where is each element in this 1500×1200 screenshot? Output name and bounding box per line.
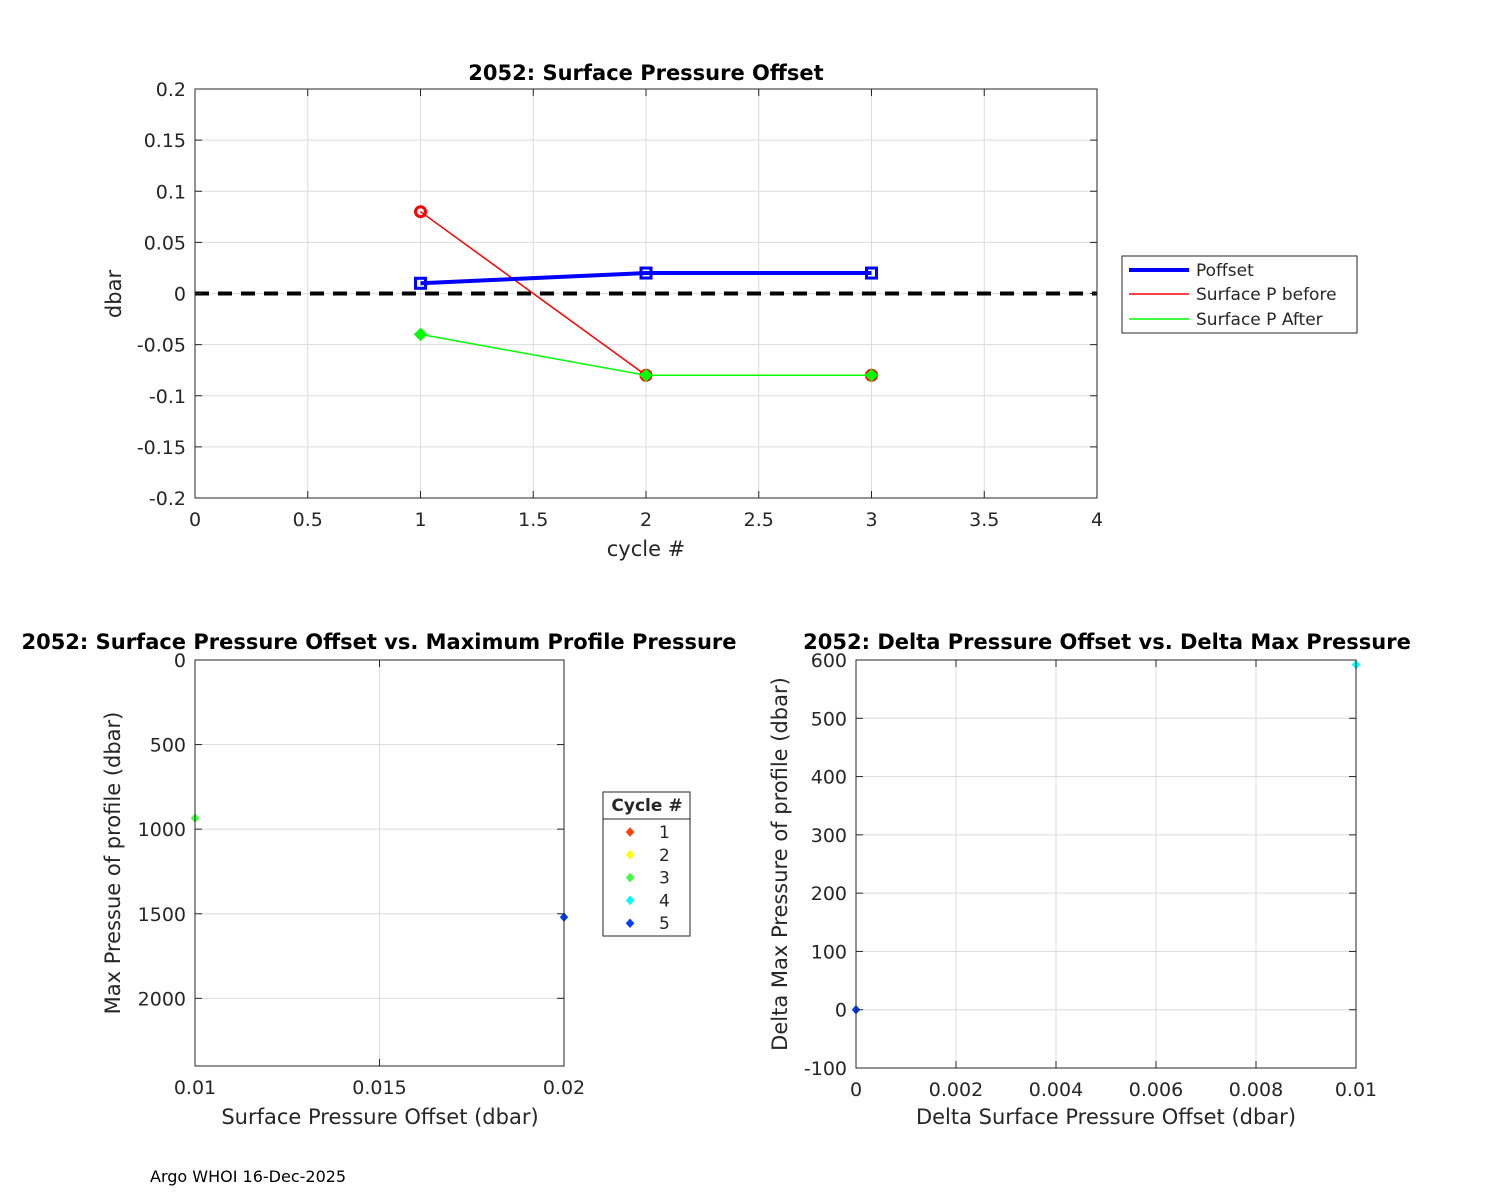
data-point-poffset — [414, 276, 427, 290]
y-tick-label: -0.1 — [149, 386, 186, 408]
chart1-y-axis-label: dbar — [102, 270, 126, 319]
chart3-title: 2052: Delta Pressure Offset vs. Delta Ma… — [803, 630, 1411, 654]
x-tick-label: 0.002 — [929, 1079, 983, 1101]
chart2-ticks: 0.01 0.015 0.02 0 500 1000 1500 2000 — [138, 650, 586, 1099]
y-tick-label: 500 — [150, 735, 186, 757]
chart1-legend: Poffset Surface P before Surface P After — [1121, 255, 1358, 334]
y-tick-label: -0.05 — [137, 335, 186, 357]
cycle-legend-label: 4 — [659, 891, 670, 911]
x-tick-label: 0.015 — [352, 1077, 406, 1099]
y-tick-label: 0.2 — [156, 79, 186, 101]
chart-offset-vs-max-pressure: 2052: Surface Pressure Offset vs. Maximu… — [21, 630, 736, 1129]
chart2-grid — [194, 659, 565, 1066]
chart3-x-axis-label: Delta Surface Pressure Offset (dbar) — [916, 1105, 1296, 1129]
x-tick-label: 1.5 — [518, 509, 548, 531]
chart3-points — [851, 659, 1361, 1015]
y-tick-label: 0.1 — [156, 181, 186, 203]
chart-surface-pressure-offset: 2052: Surface Pressure Offset 0 0.5 1 1.5 2 2… — [102, 61, 1358, 561]
cycle-legend-label: 1 — [659, 823, 670, 843]
cycle-legend-title: Cycle # — [611, 796, 682, 816]
data-point-poffset — [865, 266, 878, 280]
data-point-surface-p-after — [413, 327, 428, 342]
x-tick-label: 0.5 — [293, 509, 323, 531]
chart2-title: 2052: Surface Pressure Offset vs. Maximu… — [21, 630, 736, 654]
x-tick-label: 0.01 — [1335, 1079, 1377, 1101]
chart3-grid — [855, 659, 1357, 1069]
y-tick-label: 0.15 — [144, 130, 186, 152]
series-line-poffset — [420, 271, 872, 286]
chart3-ticks: 0 0.002 0.004 0.006 0.008 0.01 600 500 400 300 200… — [804, 650, 1377, 1101]
cycle-legend-box — [602, 791, 691, 937]
chart-delta-offset-vs-delta-max: 2052: Delta Pressure Offset vs. Delta Ma… — [768, 630, 1411, 1129]
x-tick-label: 0.02 — [543, 1077, 585, 1099]
x-tick-label: 3 — [865, 509, 877, 531]
chart3-y-axis-label: Delta Max Pressure of profile (dbar) — [768, 677, 792, 1051]
data-point-surface-p-before — [414, 205, 427, 219]
cycle-legend-marker — [625, 849, 635, 860]
y-tick-label: 200 — [811, 883, 847, 905]
y-tick-label: 0 — [174, 284, 186, 306]
y-tick-label: 1500 — [138, 904, 186, 926]
chart2-y-axis-label: Max Pressue of profile (dbar) — [101, 712, 125, 1015]
cycle-legend-marker — [625, 918, 635, 929]
y-tick-label: 600 — [811, 650, 847, 672]
data-point-surface-p-after — [864, 368, 879, 383]
data-point-poffset — [639, 266, 653, 280]
footer-credit: Argo WHOI 16-Dec-2025 — [150, 1167, 346, 1186]
y-tick-label: -0.15 — [137, 437, 186, 459]
data-point-surface-p-after — [639, 368, 653, 383]
legend-label-surface-p-before: Surface P before — [1196, 285, 1337, 305]
chart1-title: 2052: Surface Pressure Offset — [468, 61, 823, 85]
y-tick-label: 400 — [811, 767, 847, 789]
chart3-axes-frame — [855, 659, 1357, 1069]
x-tick-label: 0.006 — [1129, 1079, 1183, 1101]
y-tick-label: -100 — [804, 1058, 847, 1080]
y-tick-label: -0.2 — [149, 488, 186, 510]
y-tick-label: 100 — [811, 941, 847, 963]
x-tick-label: 0.008 — [1229, 1079, 1283, 1101]
y-tick-label: 300 — [811, 825, 847, 847]
legend-label-surface-p-after: Surface P After — [1196, 310, 1323, 330]
cycle-legend-label: 5 — [659, 914, 670, 934]
cycle-legend-items: 1 2 34 5 — [625, 823, 670, 934]
x-tick-label: 3.5 — [969, 509, 999, 531]
cycle-legend-marker — [625, 827, 635, 837]
chart2-x-axis-label: Surface Pressure Offset (dbar) — [221, 1105, 538, 1129]
cycle-legend-marker — [625, 872, 635, 883]
x-tick-label: 0 — [850, 1079, 862, 1101]
y-tick-label: 0 — [835, 1000, 847, 1022]
chart1-ticks: 0 0.5 1 1.5 2 2.5 3 3.5 4 0.2 0.15 0.1 0.05 0 -0.05 -0.… — [137, 79, 1103, 531]
y-tick-label: 500 — [811, 708, 847, 730]
x-tick-label: 2.5 — [744, 509, 774, 531]
y-tick-label: 2000 — [138, 988, 186, 1010]
x-tick-label: 0.01 — [174, 1077, 216, 1099]
chart1-series — [413, 205, 879, 383]
y-tick-label: 0 — [174, 650, 186, 672]
chart1-x-axis-label: cycle # — [607, 537, 686, 561]
x-tick-label: 4 — [1091, 509, 1103, 531]
x-tick-label: 0 — [189, 509, 201, 531]
x-tick-label: 0.004 — [1029, 1079, 1083, 1101]
cycle-legend-marker — [625, 895, 635, 906]
y-tick-label: 1000 — [138, 819, 186, 841]
cycle-legend-label: 2 — [659, 846, 670, 866]
y-tick-label: 0.05 — [144, 232, 186, 254]
cycle-legend-label: 3 — [659, 869, 670, 889]
x-tick-label: 2 — [640, 509, 652, 531]
legend-label-poffset: Poffset — [1196, 261, 1254, 281]
cycle-legend: Cycle # 1 2 34 5 — [602, 791, 691, 937]
x-tick-label: 1 — [414, 509, 426, 531]
